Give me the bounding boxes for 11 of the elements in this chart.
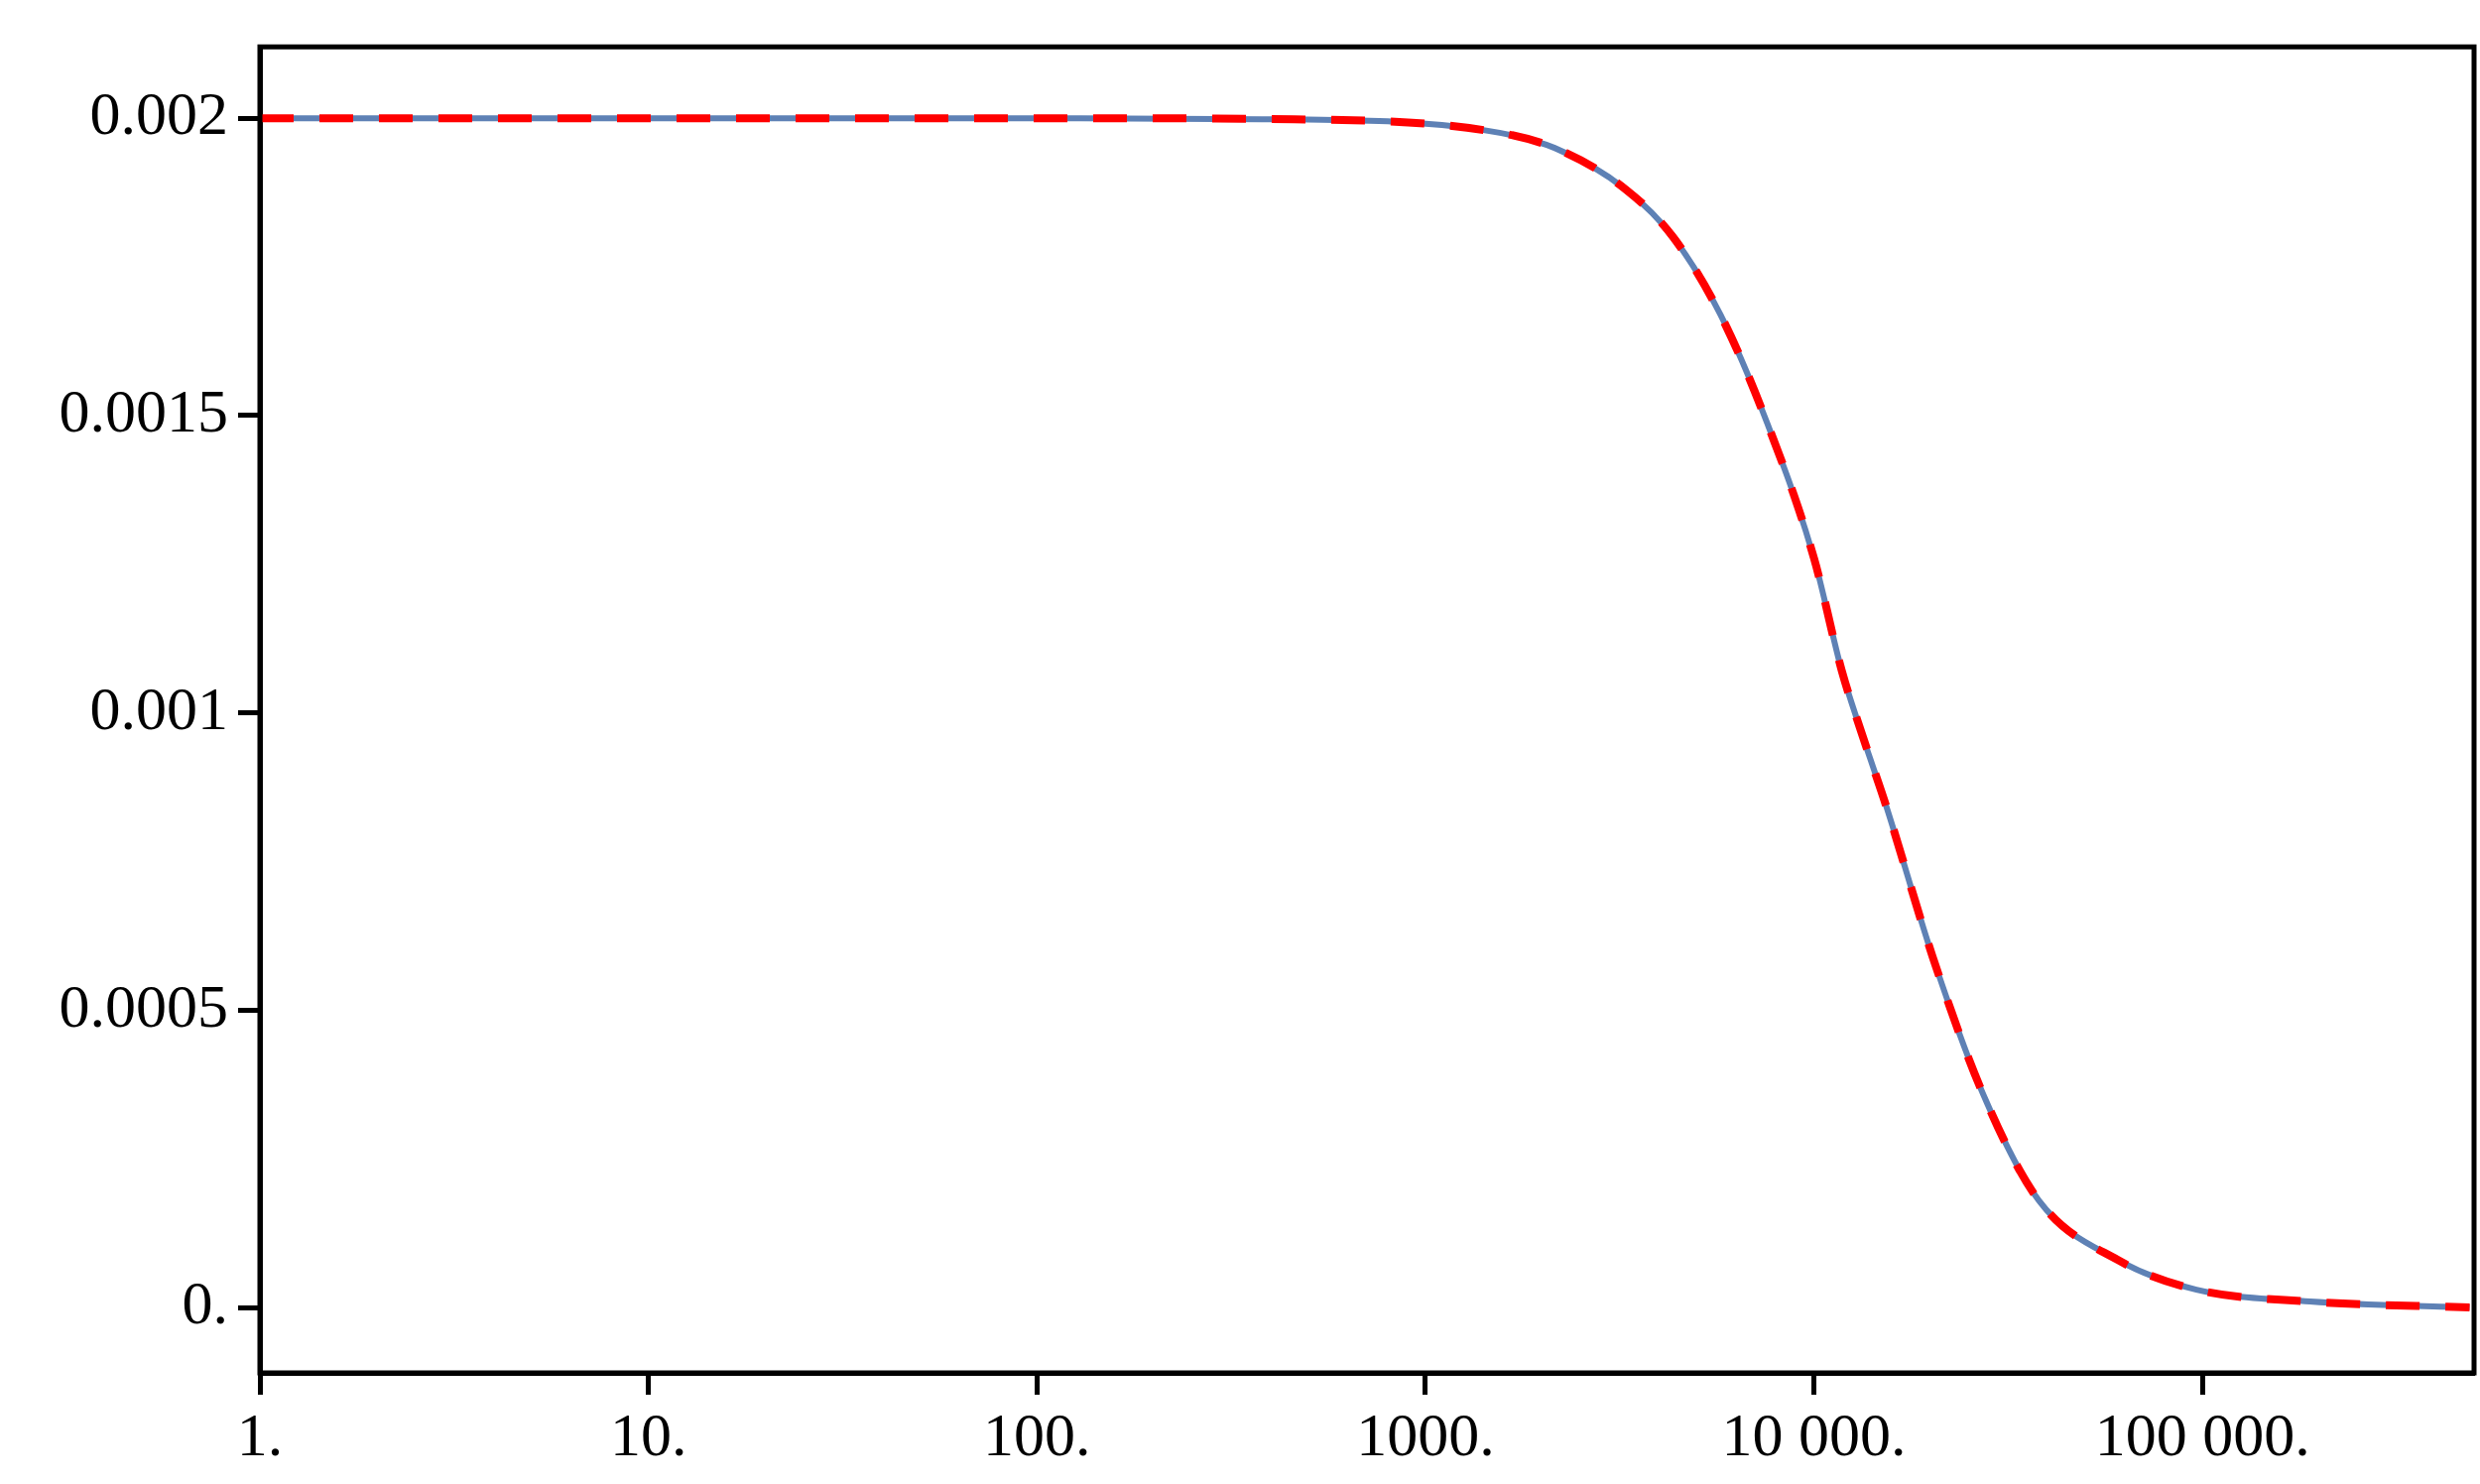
- x-tick-label: 1000.: [1356, 1401, 1495, 1469]
- y-tick-label: 0.0005: [59, 971, 228, 1040]
- x-tick-label: 10.: [609, 1401, 687, 1469]
- y-tick-label: 0.: [182, 1269, 228, 1337]
- y-tick-label: 0.001: [89, 674, 228, 742]
- x-tick-label: 10 000.: [1721, 1401, 1907, 1469]
- y-tick-label: 0.0015: [59, 377, 228, 445]
- x-tick-label: 100 000.: [2094, 1401, 2310, 1469]
- x-tick-label: 1.: [236, 1401, 284, 1469]
- x-tick-label: 100.: [983, 1401, 1091, 1469]
- y-tick-label: 0.002: [89, 79, 228, 148]
